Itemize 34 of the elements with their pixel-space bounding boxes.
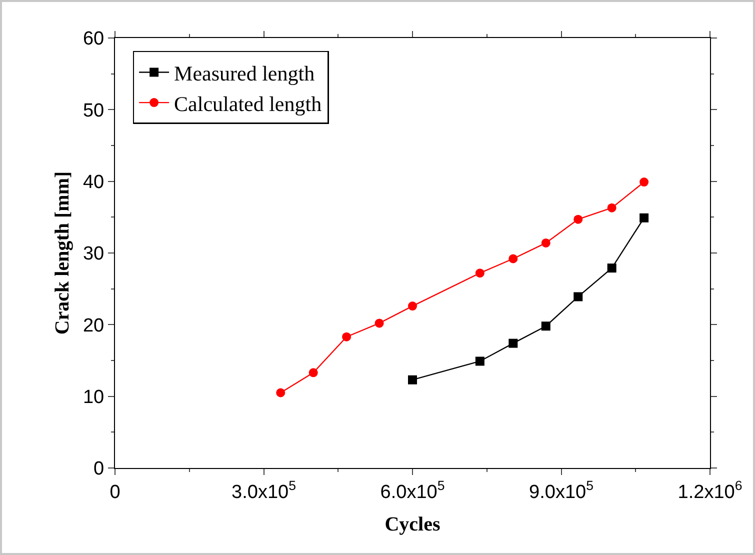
y-tick-label: 0 xyxy=(94,458,104,480)
point xyxy=(541,322,550,331)
x-tick-label: 3.0x10$^{5}$ xyxy=(232,478,296,503)
point xyxy=(640,213,649,222)
point xyxy=(308,368,318,378)
point xyxy=(408,302,417,311)
y-tick-label: 10 xyxy=(82,386,104,408)
point xyxy=(541,238,550,248)
legend-label: Measured length xyxy=(174,61,316,86)
x-tick-label: 6.0x10$^{5}$ xyxy=(380,478,445,503)
legend-label: Calculated length xyxy=(174,92,322,116)
x-axis-title: Cycles xyxy=(384,513,440,536)
y-tick-label: 50 xyxy=(82,100,104,122)
point xyxy=(475,356,484,366)
point xyxy=(607,203,616,212)
y-tick-label: 20 xyxy=(82,315,104,336)
y-tick-label: 40 xyxy=(82,172,104,193)
point xyxy=(508,254,518,264)
point xyxy=(574,214,583,224)
x-tick-label: 0 xyxy=(110,482,120,503)
point xyxy=(408,375,417,384)
x-tick-label: 1.2x10$^{6}$ xyxy=(678,478,742,503)
x-tick-label: 9.0x10$^{5}$ xyxy=(529,478,594,503)
y-tick-label: 30 xyxy=(82,244,104,265)
point xyxy=(607,264,616,273)
y-axis-title: Crack length [mm] xyxy=(51,171,74,335)
point xyxy=(475,268,484,278)
y-tick-label: 60 xyxy=(82,28,104,50)
point xyxy=(574,292,583,302)
point xyxy=(640,178,649,187)
point xyxy=(374,318,384,328)
point xyxy=(276,388,286,398)
point xyxy=(508,338,518,348)
point xyxy=(342,332,352,342)
